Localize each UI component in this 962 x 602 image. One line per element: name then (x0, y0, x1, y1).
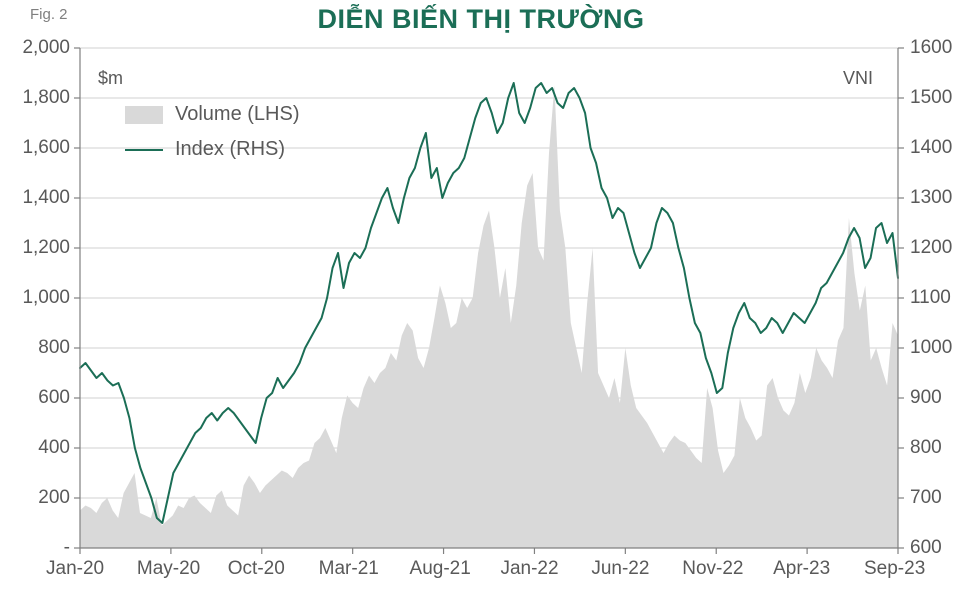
y-right-tick: 800 (910, 437, 962, 459)
legend-swatch-volume (125, 106, 163, 124)
x-tick: Mar-21 (319, 558, 379, 580)
y-right-tick: 1500 (910, 87, 962, 109)
legend-item-volume: Volume (LHS) (125, 103, 300, 126)
chart-container: Fig. 2 DIỄN BIẾN THỊ TRƯỜNG $m VNI Volum… (0, 0, 962, 602)
y-right-tick: 1400 (910, 137, 962, 159)
y-right-tick: 1600 (910, 37, 962, 59)
x-tick: May-20 (137, 558, 200, 580)
x-tick: Nov-22 (682, 558, 743, 580)
x-tick: Oct-20 (228, 558, 285, 580)
y-right-tick: 900 (910, 387, 962, 409)
y-left-tick: 2,000 (10, 37, 70, 59)
y-left-tick: 1,600 (10, 137, 70, 159)
left-axis-unit: $m (98, 68, 123, 89)
y-right-tick: 700 (910, 487, 962, 509)
x-tick: Aug-21 (410, 558, 471, 580)
y-left-tick: 1,800 (10, 87, 70, 109)
y-right-tick: 1000 (910, 337, 962, 359)
y-left-tick: 400 (10, 437, 70, 459)
y-left-tick: 800 (10, 337, 70, 359)
legend-label-volume: Volume (LHS) (175, 103, 300, 126)
y-right-tick: 1300 (910, 187, 962, 209)
y-left-tick: 200 (10, 487, 70, 509)
y-left-tick: 1,000 (10, 287, 70, 309)
y-right-tick: 1200 (910, 237, 962, 259)
right-axis-unit: VNI (843, 68, 873, 89)
legend: Volume (LHS) Index (RHS) (125, 103, 300, 173)
y-left-tick: 600 (10, 387, 70, 409)
x-tick: Jan-20 (46, 558, 104, 580)
y-right-tick: 1100 (910, 287, 962, 309)
x-tick: Jun-22 (591, 558, 649, 580)
legend-label-index: Index (RHS) (175, 138, 285, 161)
plot-area (0, 0, 962, 602)
y-right-tick: 600 (910, 537, 962, 559)
y-left-tick: 1,200 (10, 237, 70, 259)
y-left-tick: 1,400 (10, 187, 70, 209)
x-tick: Apr-23 (773, 558, 830, 580)
x-tick: Jan-22 (500, 558, 558, 580)
chart-title: DIỄN BIẾN THỊ TRƯỜNG (0, 4, 962, 35)
y-left-tick: - (10, 537, 70, 559)
x-tick: Sep-23 (864, 558, 925, 580)
legend-swatch-index (125, 149, 163, 151)
legend-item-index: Index (RHS) (125, 138, 300, 161)
